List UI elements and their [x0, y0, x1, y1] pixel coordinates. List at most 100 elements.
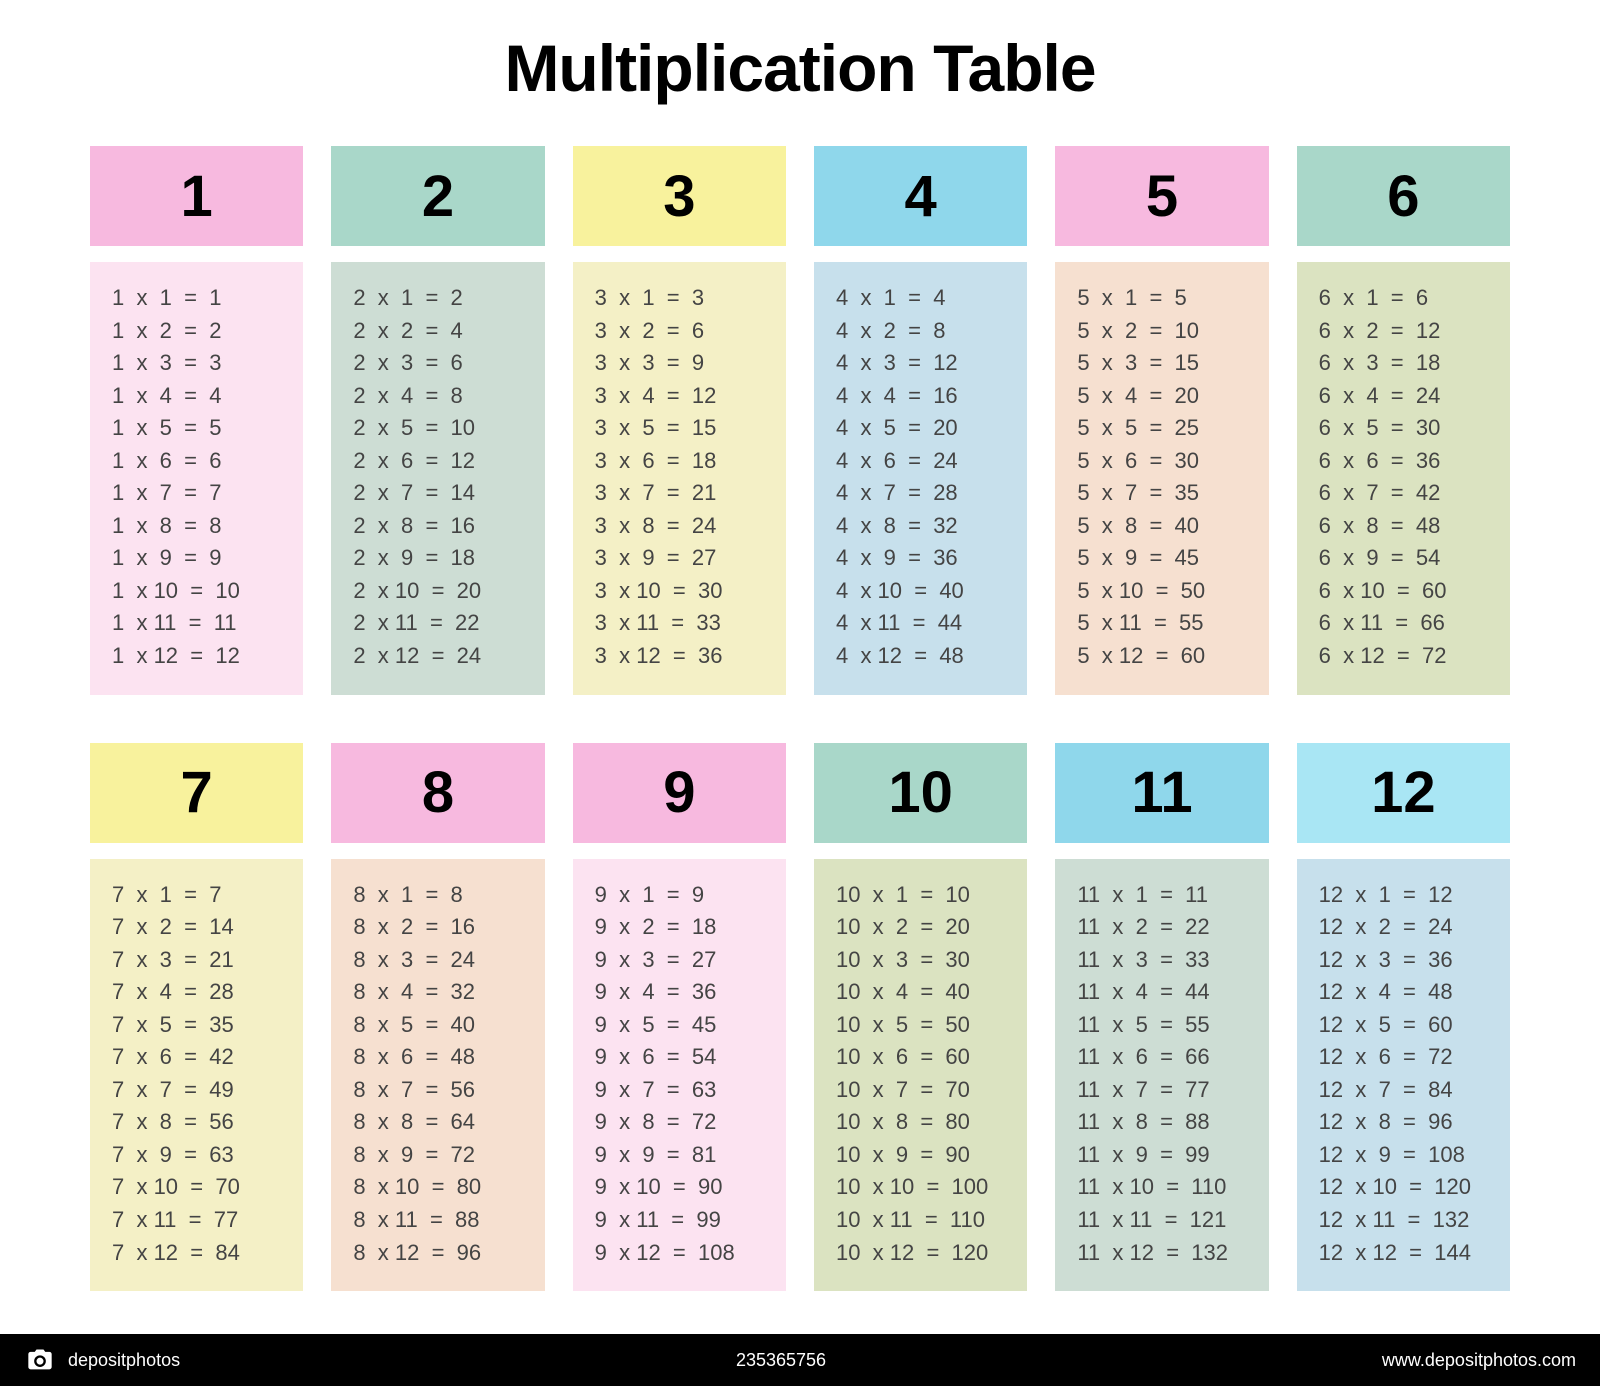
table-row: 4 x 12 = 48 [836, 640, 1027, 673]
table-row: 3 x 4 = 12 [595, 380, 786, 413]
table-row: 6 x 10 = 60 [1319, 575, 1510, 608]
table-body: 8 x 1 = 88 x 2 = 168 x 3 = 248 x 4 = 328… [331, 859, 544, 1292]
table-row: 1 x 4 = 4 [112, 380, 303, 413]
table-row: 2 x 10 = 20 [353, 575, 544, 608]
table-row: 4 x 2 = 8 [836, 315, 1027, 348]
table-card-10: 10 10 x 1 = 1010 x 2 = 2010 x 3 = 3010 x … [814, 743, 1027, 1292]
table-body: 1 x 1 = 11 x 2 = 21 x 3 = 31 x 4 = 41 x … [90, 262, 303, 695]
table-row: 3 x 10 = 30 [595, 575, 786, 608]
table-row: 10 x 7 = 70 [836, 1074, 1027, 1107]
table-row: 3 x 6 = 18 [595, 445, 786, 478]
table-row: 7 x 5 = 35 [112, 1009, 303, 1042]
table-body: 11 x 1 = 1111 x 2 = 2211 x 3 = 3311 x 4 … [1055, 859, 1268, 1292]
table-row: 8 x 2 = 16 [353, 911, 544, 944]
table-row: 12 x 8 = 96 [1319, 1106, 1510, 1139]
table-row: 4 x 1 = 4 [836, 282, 1027, 315]
table-row: 7 x 10 = 70 [112, 1171, 303, 1204]
table-body: 10 x 1 = 1010 x 2 = 2010 x 3 = 3010 x 4 … [814, 859, 1027, 1292]
table-row: 2 x 5 = 10 [353, 412, 544, 445]
table-body: 2 x 1 = 22 x 2 = 42 x 3 = 62 x 4 = 82 x … [331, 262, 544, 695]
table-row: 11 x 9 = 99 [1077, 1139, 1268, 1172]
table-row: 9 x 9 = 81 [595, 1139, 786, 1172]
table-row: 3 x 11 = 33 [595, 607, 786, 640]
source-url-label: www.depositphotos.com [1382, 1350, 1576, 1371]
table-row: 1 x 6 = 6 [112, 445, 303, 478]
table-row: 10 x 8 = 80 [836, 1106, 1027, 1139]
table-row: 8 x 6 = 48 [353, 1041, 544, 1074]
table-row: 8 x 3 = 24 [353, 944, 544, 977]
table-row: 7 x 7 = 49 [112, 1074, 303, 1107]
table-row: 3 x 3 = 9 [595, 347, 786, 380]
table-row: 10 x 12 = 120 [836, 1237, 1027, 1270]
table-row: 1 x 7 = 7 [112, 477, 303, 510]
multiplication-table-chart: Multiplication Table 11 x 1 = 11 x 2 = 2… [0, 0, 1600, 1291]
table-row: 9 x 5 = 45 [595, 1009, 786, 1042]
table-row: 8 x 8 = 64 [353, 1106, 544, 1139]
table-row: 2 x 4 = 8 [353, 380, 544, 413]
table-row: 10 x 10 = 100 [836, 1171, 1027, 1204]
watermark-footer: depositphotos 235365756 www.depositphoto… [0, 1334, 1600, 1386]
table-row: 5 x 11 = 55 [1077, 607, 1268, 640]
table-row: 10 x 3 = 30 [836, 944, 1027, 977]
table-row: 1 x 8 = 8 [112, 510, 303, 543]
table-card-3: 3 3 x 1 = 33 x 2 = 63 x 3 = 93 x 4 = 12 3 … [573, 146, 786, 695]
table-row: 4 x 5 = 20 [836, 412, 1027, 445]
table-row: 1 x 9 = 9 [112, 542, 303, 575]
table-row: 8 x 11 = 88 [353, 1204, 544, 1237]
table-row: 11 x 2 = 22 [1077, 911, 1268, 944]
table-row: 11 x 10 = 110 [1077, 1171, 1268, 1204]
table-row: 7 x 8 = 56 [112, 1106, 303, 1139]
table-header: 2 [331, 146, 544, 246]
table-row: 3 x 9 = 27 [595, 542, 786, 575]
table-row: 8 x 9 = 72 [353, 1139, 544, 1172]
table-row: 9 x 11 = 99 [595, 1204, 786, 1237]
table-row: 7 x 3 = 21 [112, 944, 303, 977]
table-row: 8 x 12 = 96 [353, 1237, 544, 1270]
table-row: 3 x 2 = 6 [595, 315, 786, 348]
table-row: 3 x 1 = 3 [595, 282, 786, 315]
table-row: 1 x 12 = 12 [112, 640, 303, 673]
table-row: 5 x 8 = 40 [1077, 510, 1268, 543]
table-row: 11 x 11 = 121 [1077, 1204, 1268, 1237]
table-card-8: 88 x 1 = 88 x 2 = 168 x 3 = 248 x 4 = 32… [331, 743, 544, 1292]
table-row: 11 x 1 = 11 [1077, 879, 1268, 912]
table-body: 12 x 1 = 1212 x 2 = 2412 x 3 = 3612 x 4 … [1297, 859, 1510, 1292]
table-row: 9 x 4 = 36 [595, 976, 786, 1009]
table-row: 7 x 12 = 84 [112, 1237, 303, 1270]
table-row: 5 x 3 = 15 [1077, 347, 1268, 380]
table-row: 1 x 10 = 10 [112, 575, 303, 608]
table-row: 5 x 4 = 20 [1077, 380, 1268, 413]
table-row: 7 x 11 = 77 [112, 1204, 303, 1237]
table-row: 10 x 5 = 50 [836, 1009, 1027, 1042]
table-card-11: 1111 x 1 = 1111 x 2 = 2211 x 3 = 3311 x … [1055, 743, 1268, 1292]
table-row: 2 x 6 = 12 [353, 445, 544, 478]
table-row: 11 x 7 = 77 [1077, 1074, 1268, 1107]
table-row: 5 x 6 = 30 [1077, 445, 1268, 478]
table-header: 7 [90, 743, 303, 843]
table-row: 12 x 9 = 108 [1319, 1139, 1510, 1172]
table-row: 12 x 11 = 132 [1319, 1204, 1510, 1237]
table-card-12: 1212 x 1 = 1212 x 2 = 2412 x 3 = 3612 x … [1297, 743, 1510, 1292]
table-body: 6 x 1 = 66 x 2 = 126 x 3 = 186 x 4 = 246… [1297, 262, 1510, 695]
table-row: 4 x 11 = 44 [836, 607, 1027, 640]
table-row: 1 x 3 = 3 [112, 347, 303, 380]
table-row: 6 x 6 = 36 [1319, 445, 1510, 478]
table-row: 12 x 4 = 48 [1319, 976, 1510, 1009]
table-row: 12 x 5 = 60 [1319, 1009, 1510, 1042]
table-row: 8 x 10 = 80 [353, 1171, 544, 1204]
table-row: 5 x 7 = 35 [1077, 477, 1268, 510]
table-header: 10 [814, 743, 1027, 843]
table-row: 1 x 2 = 2 [112, 315, 303, 348]
table-card-1: 11 x 1 = 11 x 2 = 21 x 3 = 31 x 4 = 41 x… [90, 146, 303, 695]
table-row: 6 x 2 = 12 [1319, 315, 1510, 348]
table-row: 5 x 9 = 45 [1077, 542, 1268, 575]
table-row: 4 x 10 = 40 [836, 575, 1027, 608]
table-row: 11 x 3 = 33 [1077, 944, 1268, 977]
table-row: 11 x 8 = 88 [1077, 1106, 1268, 1139]
table-row: 12 x 3 = 36 [1319, 944, 1510, 977]
tables-grid: 11 x 1 = 11 x 2 = 21 x 3 = 31 x 4 = 41 x… [90, 146, 1510, 1291]
table-header: 3 [573, 146, 786, 246]
table-row: 5 x 2 = 10 [1077, 315, 1268, 348]
image-id-label: 235365756 [736, 1350, 826, 1371]
table-row: 2 x 9 = 18 [353, 542, 544, 575]
